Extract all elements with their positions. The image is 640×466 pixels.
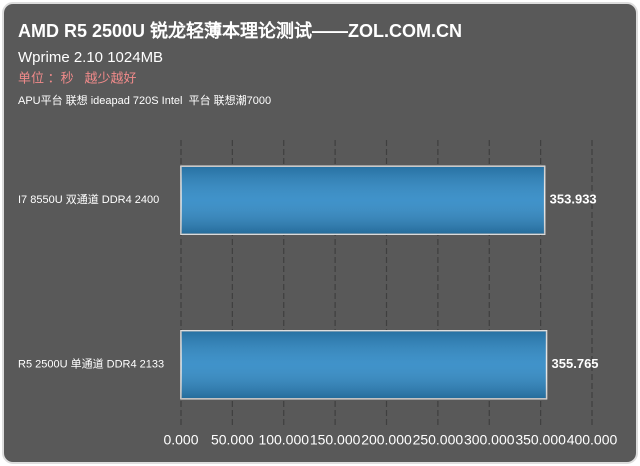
bar-shade: [181, 330, 547, 399]
x-tick-label: 150.000: [310, 432, 361, 448]
x-tick-label: 50.000: [211, 432, 254, 448]
chart-title: AMD R5 2500U 锐龙轻薄本理论测试——ZOL.COM.CN: [18, 20, 462, 41]
x-tick-label: 300.000: [464, 432, 515, 448]
y-tick-label: R5 2500U 单通道 DDR4 2133: [18, 357, 164, 371]
x-tick-label: 0.000: [163, 432, 198, 448]
y-tick-label: I7 8550U 双通道 DDR4 2400: [18, 192, 159, 206]
chart-subtitle: Wprime 2.10 1024MB: [18, 49, 163, 66]
bar-shade: [181, 166, 545, 235]
x-tick-label: 400.000: [567, 432, 618, 448]
x-tick-label: 350.000: [515, 432, 566, 448]
x-tick-label: 200.000: [361, 432, 412, 448]
x-tick-label: 100.000: [258, 432, 309, 448]
annotation: APU平台 联想 ideapad 720S Intel 平台 联想潮7000: [18, 93, 271, 107]
x-tick-label: 250.000: [413, 432, 464, 448]
annotation: 单位 ：秒 越少越好: [18, 70, 136, 85]
value-label: 353.933: [550, 192, 597, 207]
value-label: 355.765: [552, 356, 599, 371]
